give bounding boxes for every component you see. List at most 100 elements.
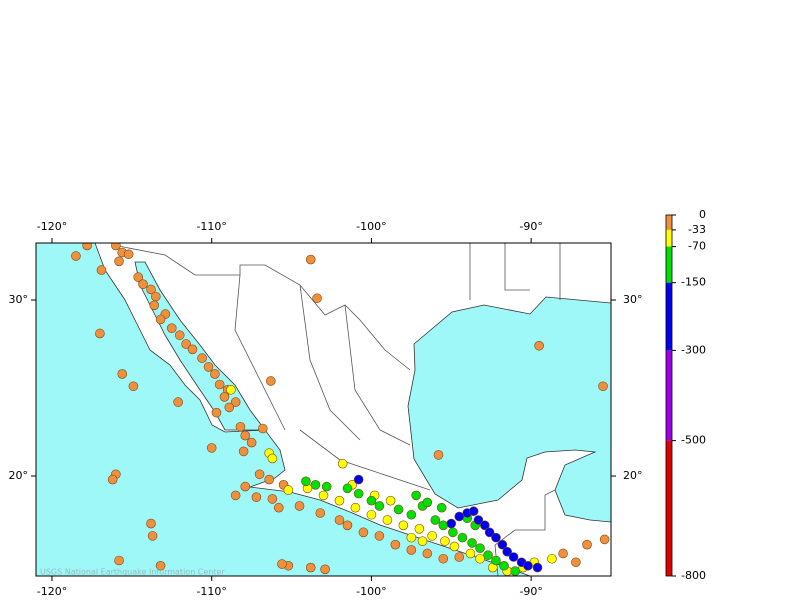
scale-label: -500 <box>681 434 706 447</box>
earthquake <box>342 520 353 531</box>
lon-label: -120° <box>37 585 67 598</box>
scale-label: 0 <box>699 208 706 221</box>
earthquake <box>246 437 257 448</box>
earthquake <box>114 555 124 566</box>
scale-band <box>666 215 672 230</box>
basemap: USGS National Earthquake Information Cen… <box>36 243 611 577</box>
earthquake <box>497 539 508 550</box>
earthquake <box>146 284 156 295</box>
earthquake <box>107 474 118 485</box>
earthquake <box>230 490 241 501</box>
earthquake <box>206 443 217 453</box>
state-line <box>234 274 286 431</box>
earthquake <box>283 485 294 495</box>
earthquake <box>366 495 377 506</box>
lon-label: -110° <box>196 220 226 233</box>
earthquake <box>342 483 353 494</box>
earthquake <box>147 531 158 541</box>
lat-label: 20° <box>623 469 643 482</box>
earthquake <box>96 265 107 275</box>
earthquake <box>174 330 185 341</box>
scale-label: -33 <box>688 223 706 236</box>
earthquake <box>166 323 177 333</box>
earthquake <box>547 553 557 564</box>
lon-label: -100° <box>356 585 386 598</box>
earthquake <box>224 402 235 413</box>
lon-label: -90° <box>519 220 542 233</box>
earthquake <box>411 490 421 501</box>
earthquake <box>203 362 214 372</box>
earthquake <box>305 562 316 573</box>
earthquake <box>117 369 128 379</box>
earthquake <box>350 502 361 513</box>
earthquake <box>334 495 345 506</box>
earthquake <box>385 495 396 506</box>
earthquake <box>473 515 484 525</box>
earthquake <box>219 392 230 402</box>
earthquake <box>230 397 241 407</box>
axes: -120° -120° -110° -110° -100° -100° -90° -90° 30… <box>9 220 643 598</box>
earthquake <box>273 502 284 513</box>
lon-label: -100° <box>356 220 386 233</box>
earthquake <box>149 300 159 311</box>
lat-label: 20° <box>9 469 29 482</box>
state-line <box>299 429 431 491</box>
earthquake <box>454 552 465 562</box>
scale-frame <box>665 214 673 577</box>
earthquake <box>449 541 460 552</box>
credit: USGS National Earthquake Information Cen… <box>40 568 225 577</box>
earthquake <box>508 552 519 562</box>
earthquake <box>138 279 148 289</box>
earthquake <box>334 515 345 525</box>
earthquake <box>128 381 139 392</box>
earthquake <box>491 532 501 543</box>
earthquake <box>436 502 447 513</box>
earthquake <box>238 446 249 457</box>
earthquake <box>240 481 251 492</box>
earthquake <box>374 501 385 511</box>
earthquake <box>374 531 385 541</box>
earthquake <box>211 407 222 418</box>
earthquake <box>71 251 81 261</box>
earthquake <box>155 314 166 325</box>
earthquake <box>406 545 417 555</box>
earthquake <box>210 369 220 379</box>
earthquake <box>398 520 409 531</box>
earthquake <box>366 509 377 520</box>
earthquake <box>440 536 450 546</box>
earthquake <box>598 381 608 392</box>
earthquake <box>294 501 305 511</box>
earthquake <box>265 376 276 386</box>
earthquake <box>457 532 468 543</box>
earthquake <box>133 272 144 282</box>
earthquake <box>499 560 509 571</box>
scale-band <box>666 440 672 576</box>
earthquake <box>321 481 332 492</box>
earthquake <box>571 557 581 568</box>
earthquake <box>422 497 433 508</box>
lon-label: -120° <box>37 220 67 233</box>
lat-label: 30° <box>9 293 29 306</box>
earthquake <box>258 423 268 434</box>
earthquake <box>484 527 495 538</box>
earthquake <box>240 430 251 441</box>
earthquake <box>406 509 417 520</box>
earthquake <box>82 243 92 251</box>
earthquake <box>382 515 393 525</box>
earthquake <box>438 553 449 564</box>
earthquake <box>114 256 124 267</box>
scale-band <box>666 282 672 351</box>
earthquake <box>406 532 417 543</box>
earthquake <box>264 474 274 485</box>
earthquake <box>393 504 404 515</box>
earthquake <box>95 328 105 339</box>
state-line <box>344 304 411 446</box>
earthquake <box>468 506 479 517</box>
earthquake <box>187 344 198 355</box>
earthquake <box>483 550 493 561</box>
earthquake <box>467 538 477 548</box>
earthquake <box>226 384 236 395</box>
earthquake <box>448 527 458 538</box>
earthquake <box>337 458 348 469</box>
earthquake <box>433 450 444 460</box>
